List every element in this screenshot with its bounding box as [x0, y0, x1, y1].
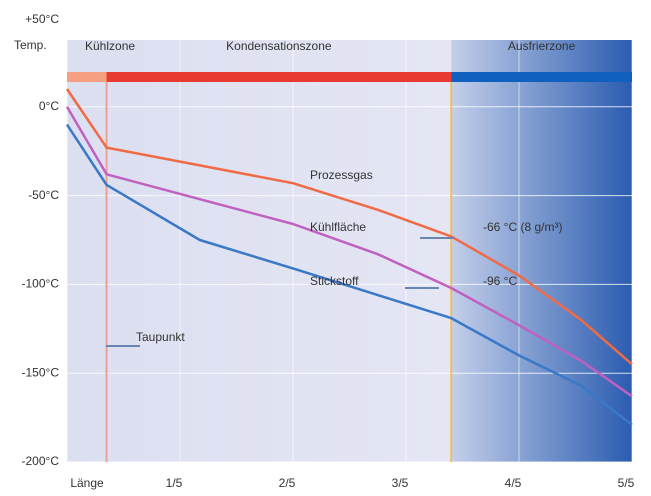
y-tick-label: -50°C — [28, 188, 59, 202]
x-tick-label: 1/5 — [166, 476, 183, 490]
zone-label: Kondensationszone — [226, 39, 332, 53]
x-tick-label: 3/5 — [392, 476, 409, 490]
series-line — [65, 123, 633, 426]
series-line — [65, 88, 633, 366]
series-label: Prozessgas — [310, 168, 373, 182]
zone-label: Ausfrierzone — [508, 39, 576, 53]
series-line — [65, 106, 633, 398]
x-tick-label: 5/5 — [618, 476, 635, 490]
zone-bar — [67, 72, 107, 82]
series-label: Kühlfläche — [310, 220, 366, 234]
annotation: Taupunkt — [136, 330, 185, 344]
zone-label: Kühlzone — [85, 39, 135, 53]
plot-background-cold — [451, 40, 632, 462]
plot-background — [67, 40, 452, 462]
y-axis-label: Temp. — [14, 38, 47, 52]
x-tick-label: 4/5 — [505, 476, 522, 490]
y-tick-label: -100°C — [22, 277, 60, 291]
y-tick-label: -150°C — [22, 365, 60, 379]
annotation: -96 °C — [483, 274, 517, 288]
x-tick-label: Länge — [70, 476, 104, 490]
y-tick-label: -200°C — [22, 454, 60, 468]
x-tick-label: 2/5 — [279, 476, 296, 490]
series-label: Stickstoff — [310, 274, 359, 288]
annotation: -66 °C (8 g/m³) — [483, 220, 562, 234]
y-tick-label: 0°C — [39, 99, 59, 113]
y-tick-label: +50°C — [25, 12, 59, 26]
zone-bar — [451, 72, 632, 82]
zone-bar — [106, 72, 452, 82]
